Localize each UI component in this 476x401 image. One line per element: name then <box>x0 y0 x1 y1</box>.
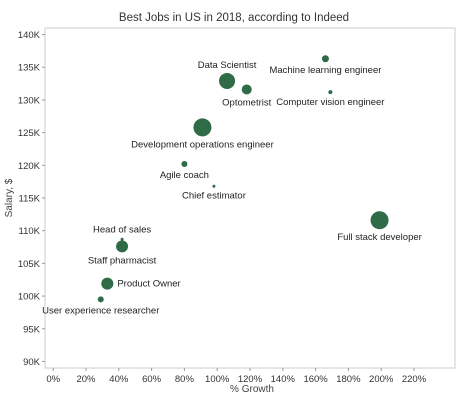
x-tick-label: 100% <box>205 374 230 385</box>
y-tick-label: 140K <box>18 30 41 41</box>
y-tick-label: 115K <box>19 194 41 205</box>
data-point <box>116 240 129 253</box>
x-tick-label: 20% <box>76 374 96 385</box>
x-tick-label: 160% <box>303 374 328 385</box>
y-tick-label: 135K <box>18 63 41 74</box>
plot-area-border <box>44 27 456 369</box>
data-point <box>321 55 329 63</box>
point-labels: Data Scientist Machine learning engineer O… <box>42 60 422 316</box>
data-point <box>181 161 188 167</box>
chart-title: Best Jobs in US in 2018, according to In… <box>119 12 349 24</box>
y-tick-label: 105K <box>18 259 41 270</box>
y-tick-label: 95K <box>23 324 41 335</box>
data-point <box>101 277 114 290</box>
x-tick-label: 0% <box>46 374 60 385</box>
point-label: Product Owner <box>117 279 180 290</box>
data-point <box>97 296 104 303</box>
point-label: Agile coach <box>160 170 209 181</box>
data-point <box>212 184 216 188</box>
y-tick-label: 110K <box>19 226 41 237</box>
point-label: Chief estimator <box>182 191 246 202</box>
x-tick-label: 120% <box>238 374 263 385</box>
point-label: Head of sales <box>93 225 151 236</box>
x-tick-label: 60% <box>142 374 162 385</box>
y-tick-label: 120K <box>18 161 41 172</box>
x-tick-label: 180% <box>336 374 361 385</box>
y-tick-label: 100K <box>18 292 41 303</box>
point-label: User experience researcher <box>42 305 159 316</box>
point-label: Development operations engineer <box>131 139 274 150</box>
point-label: Data Scientist <box>198 60 257 71</box>
x-tick-label: 140% <box>271 374 296 385</box>
data-point <box>370 211 389 230</box>
x-axis-label: % Growth <box>230 384 274 395</box>
data-point <box>241 84 252 95</box>
y-tick-label: 125K <box>18 128 41 139</box>
x-tick-label: 200% <box>369 374 394 385</box>
data-point <box>328 90 333 95</box>
x-tick-label: 80% <box>175 374 195 385</box>
point-label: Staff pharmacist <box>88 255 157 266</box>
y-axis-ticks: 90K 95K 100K 105K 110K 115K 120K 125K 130K 135K 14… <box>18 30 45 368</box>
point-label: Optometrist <box>222 97 271 108</box>
y-tick-label: 130K <box>18 95 41 106</box>
data-point <box>193 118 212 137</box>
data-point <box>120 237 124 241</box>
data-points <box>97 55 389 303</box>
point-label: Machine learning engineer <box>269 65 381 76</box>
data-point <box>219 72 236 89</box>
x-axis-ticks: 0% 20% 40% 60% 80% 100% 120% 140% 160% 180% 200% 22… <box>46 368 427 385</box>
x-tick-label: 40% <box>109 374 129 385</box>
y-tick-label: 90K <box>23 357 41 368</box>
x-tick-label: 220% <box>402 374 427 385</box>
y-axis-label: Salary, $ <box>4 178 15 217</box>
point-label: Computer vision engineer <box>276 97 384 108</box>
point-label: Full stack developer <box>337 232 421 243</box>
